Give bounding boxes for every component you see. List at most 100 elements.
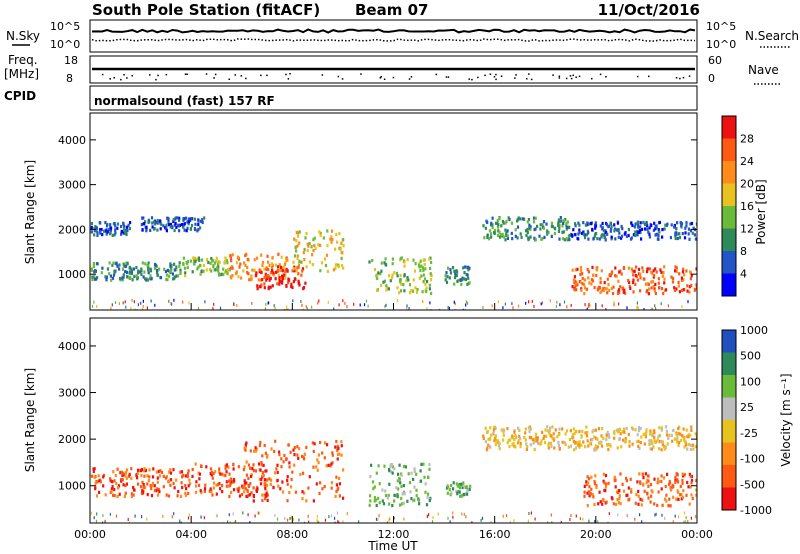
data-cell	[676, 438, 679, 442]
data-cell	[169, 478, 173, 482]
data-cell	[676, 440, 679, 444]
data-cell	[528, 435, 531, 439]
data-cell	[145, 278, 148, 282]
data-cell	[587, 276, 590, 280]
data-cell	[482, 224, 485, 228]
data-cell	[676, 221, 679, 225]
data-cell	[608, 443, 611, 447]
data-cell	[674, 265, 677, 269]
data-cell	[587, 481, 590, 485]
data-cell	[604, 489, 607, 493]
data-cell	[217, 272, 220, 276]
data-cell	[681, 232, 684, 236]
data-cell	[677, 444, 680, 448]
data-cell	[585, 480, 588, 484]
data-cell	[276, 470, 279, 474]
scatter-cell	[403, 517, 405, 521]
data-cell	[683, 236, 687, 240]
data-cell	[519, 232, 522, 236]
colorbar-segment	[722, 161, 736, 184]
data-cell	[424, 482, 427, 486]
data-cell	[533, 236, 536, 240]
scatter-cell	[512, 306, 514, 310]
data-cell	[458, 482, 461, 487]
data-cell	[260, 461, 263, 465]
nave-dot	[679, 77, 681, 80]
data-cell	[578, 440, 581, 444]
scatter-cell	[687, 519, 689, 523]
data-cell	[267, 274, 270, 278]
data-cell	[92, 261, 95, 266]
data-cell	[288, 465, 291, 469]
nave-dot	[515, 74, 517, 76]
data-cell	[201, 220, 204, 225]
data-cell	[96, 233, 99, 237]
data-cell	[404, 465, 407, 469]
data-cell	[505, 233, 508, 237]
data-cell	[185, 487, 188, 491]
data-cell	[680, 276, 683, 280]
data-cell	[627, 233, 630, 238]
nave-dot	[380, 76, 382, 78]
data-cell	[195, 484, 198, 488]
data-cell	[413, 467, 416, 471]
scatter-cell	[626, 306, 628, 310]
data-cell	[122, 273, 125, 277]
data-cell	[411, 289, 414, 293]
data-cell	[281, 266, 284, 270]
data-cell	[535, 436, 538, 440]
data-cell	[390, 470, 393, 474]
data-cell	[466, 489, 469, 493]
data-cell	[191, 467, 194, 472]
data-cell	[558, 237, 561, 241]
data-cell	[514, 436, 518, 440]
data-cell	[261, 454, 264, 458]
data-cell	[130, 269, 133, 273]
data-cell	[290, 282, 293, 286]
scatter-cell	[128, 521, 130, 523]
data-cell	[538, 442, 541, 446]
data-cell	[398, 463, 401, 467]
data-cell	[135, 265, 138, 270]
data-cell	[597, 427, 600, 431]
data-cell	[211, 493, 214, 497]
scatter-cell	[93, 300, 95, 304]
data-cell	[388, 469, 391, 473]
data-cell	[672, 428, 675, 432]
data-cell	[617, 279, 620, 283]
scatter-cell	[276, 517, 279, 521]
data-cell	[391, 262, 394, 266]
data-cell	[610, 227, 613, 231]
data-cell	[544, 440, 547, 445]
data-cell	[151, 221, 154, 225]
data-cell	[266, 493, 269, 497]
data-cell	[660, 428, 663, 432]
data-cell	[318, 230, 321, 234]
data-cell	[267, 260, 270, 264]
data-cell	[200, 491, 203, 495]
data-cell	[543, 235, 546, 239]
data-cell	[468, 487, 471, 492]
data-cell	[142, 216, 145, 220]
data-cell	[469, 484, 472, 488]
scatter-cell	[324, 518, 327, 522]
data-cell	[492, 430, 495, 434]
data-cell	[584, 445, 587, 449]
data-cell	[672, 484, 675, 488]
data-cell	[610, 235, 613, 239]
scatter-cell	[142, 299, 144, 303]
date-label: 11/Oct/2016	[598, 1, 700, 19]
data-cell	[617, 288, 621, 292]
data-cell	[151, 225, 154, 229]
data-cell	[676, 236, 679, 241]
data-cell	[529, 443, 532, 447]
data-cell	[428, 287, 431, 291]
data-cell	[326, 443, 329, 447]
data-cell	[661, 443, 664, 447]
data-cell	[622, 266, 626, 270]
data-cell	[490, 433, 493, 437]
data-cell	[156, 228, 159, 232]
data-cell	[215, 266, 218, 270]
data-cell	[302, 286, 306, 290]
data-cell	[401, 502, 404, 506]
